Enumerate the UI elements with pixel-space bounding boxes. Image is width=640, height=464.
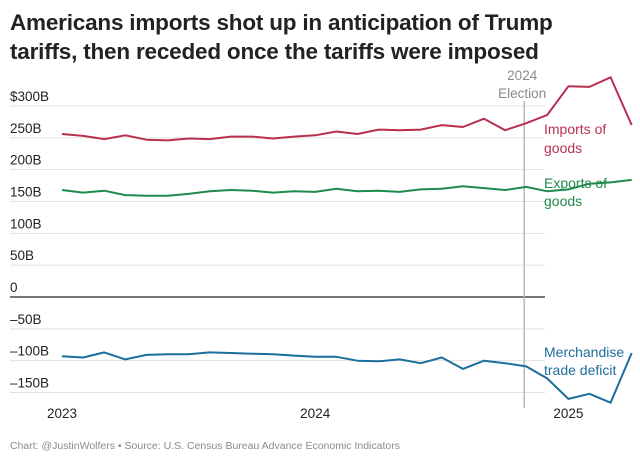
series-label-1-1: goods bbox=[544, 193, 582, 209]
y-tick-label: 0 bbox=[10, 280, 18, 295]
x-tick-label: 2023 bbox=[47, 406, 77, 421]
series-line-exports-of-goods bbox=[61, 178, 632, 197]
series-label-2-1: trade deficit bbox=[544, 362, 616, 378]
x-tick-label: 2025 bbox=[553, 406, 583, 421]
election-label-text: Election bbox=[498, 86, 546, 101]
y-tick-label: 200B bbox=[10, 153, 42, 168]
election-label-year: 2024 bbox=[507, 68, 538, 83]
series-label-0-1: goods bbox=[544, 140, 582, 156]
y-tick-label: 150B bbox=[10, 185, 42, 200]
label-layer: $300B 250B 200B 150B 100B 50B 0 –50B –100B –150B 2… bbox=[10, 89, 624, 421]
y-tick-label: 50B bbox=[10, 248, 34, 263]
series-label-1-0: Exports of bbox=[544, 175, 607, 191]
y-tick-label: 250B bbox=[10, 121, 42, 136]
grid-layer bbox=[10, 105, 545, 393]
chart-title: Americans imports shot up in anticipatio… bbox=[10, 8, 630, 66]
y-tick-label: –100B bbox=[10, 344, 49, 359]
y-tick-label: –150B bbox=[10, 376, 49, 391]
series-line-imports-of-goods bbox=[61, 76, 633, 142]
y-tick-label: –50B bbox=[10, 312, 42, 327]
series-layer bbox=[61, 76, 633, 404]
y-tick-label: 100B bbox=[10, 216, 42, 231]
series-label-2-0: Merchandise bbox=[544, 344, 624, 360]
chart-credit: Chart: @JustinWolfers • Source: U.S. Cen… bbox=[10, 440, 400, 452]
x-tick-label: 2024 bbox=[300, 406, 331, 421]
annotation-layer: 2024 Election bbox=[498, 68, 546, 408]
chart-title-line-2: tariffs, then receded once the tariffs w… bbox=[10, 39, 539, 64]
series-line-merchandise-trade-deficit bbox=[61, 351, 633, 404]
series-label-0-0: Imports of bbox=[544, 121, 606, 137]
chart-title-line-1: Americans imports shot up in anticipatio… bbox=[10, 10, 553, 35]
y-tick-label: $300B bbox=[10, 89, 49, 104]
